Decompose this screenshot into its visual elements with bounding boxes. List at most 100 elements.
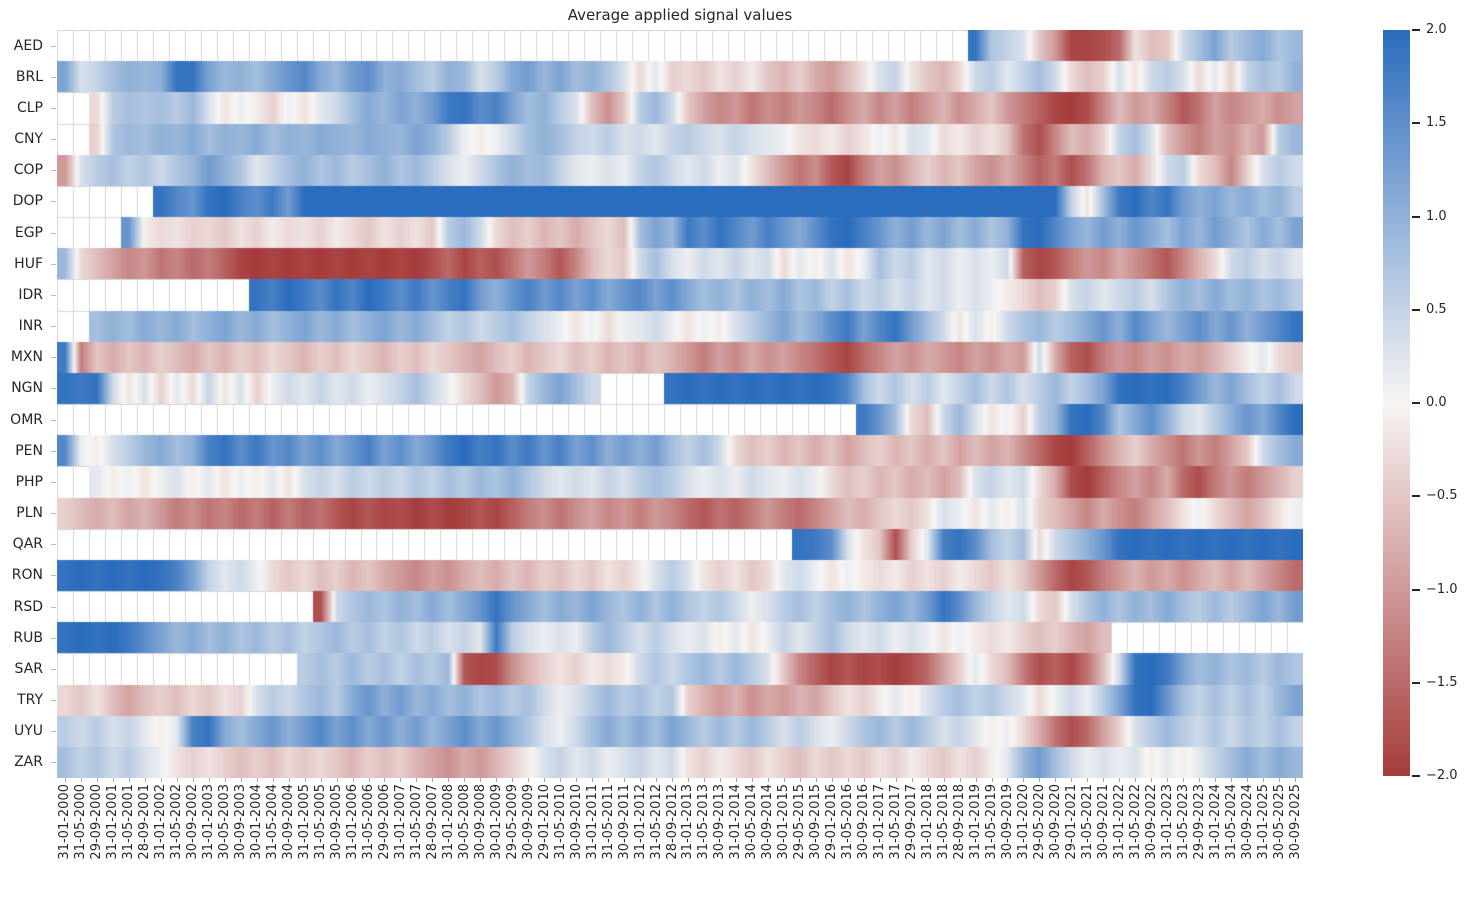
y-tick-mark [51, 232, 56, 234]
x-tick-label: 31-01-2022 [1111, 784, 1127, 860]
x-tick-mark [1263, 778, 1264, 782]
y-tick-label: PHP [15, 473, 43, 490]
x-tick-label: 30-05-2008 [456, 784, 472, 860]
y-tick-mark [51, 326, 56, 328]
y-tick-label: PEN [15, 442, 43, 459]
y-tick-mark [51, 357, 56, 359]
x-tick-label: 31-05-2011 [600, 784, 616, 860]
x-tick-mark [400, 778, 401, 782]
x-tick-label: 29-05-2009 [504, 784, 520, 860]
y-tick-label: IDR [18, 286, 43, 303]
y-tick-label: BRL [15, 68, 43, 85]
y-tick-mark [51, 45, 56, 47]
x-tick-mark [672, 778, 673, 782]
x-tick-label: 30-09-2021 [1095, 784, 1111, 860]
x-tick-mark [576, 778, 577, 782]
colorbar-tick-labels: 2.0 1.5 1.0 0.5 0.0 −0.5 −1.0 −1.5 −2.0 [1410, 22, 1470, 783]
x-tick-label: 30-09-2013 [712, 784, 728, 860]
x-tick-mark [177, 778, 178, 782]
colorbar-tick-mark [1412, 775, 1420, 777]
x-tick-mark [608, 778, 609, 782]
x-tick-mark [81, 778, 82, 782]
x-tick-label: 30-09-2005 [329, 784, 345, 860]
x-tick-mark [1087, 778, 1088, 782]
x-tick-mark [209, 778, 210, 782]
y-tick-mark [51, 544, 56, 546]
y-tick-mark [51, 419, 56, 421]
x-tick-label: 30-09-2011 [616, 784, 632, 860]
x-tick-mark [624, 778, 625, 782]
x-tick-label: 31-01-2019 [968, 784, 984, 860]
x-tick-mark [560, 778, 561, 782]
x-tick-mark [1167, 778, 1168, 782]
x-tick-mark [832, 778, 833, 782]
x-tick-mark [1151, 778, 1152, 782]
x-tick-label: 31-01-2007 [392, 784, 408, 860]
x-tick-mark [1215, 778, 1216, 782]
x-tick-mark [193, 778, 194, 782]
colorbar-tick-label: −1.5 [1426, 674, 1458, 690]
x-tick-label: 31-01-2025 [1255, 784, 1271, 860]
x-tick-label: 30-05-2003 [217, 784, 233, 860]
x-tick-mark [976, 778, 977, 782]
x-tick-mark [544, 778, 545, 782]
x-tick-label: 31-05-2002 [169, 784, 185, 860]
colorbar-tick-label: −0.5 [1426, 488, 1458, 504]
x-axis-labels: 31-01-2000 31-05-2000 29-09-2000 31-01-2001… [57, 784, 1303, 910]
x-tick-label: 31-05-2007 [408, 784, 424, 860]
x-tick-label: 29-09-2017 [904, 784, 920, 860]
y-tick-mark [51, 513, 56, 515]
x-tick-mark [129, 778, 130, 782]
y-tick-label: INR [18, 318, 43, 335]
x-tick-mark [97, 778, 98, 782]
y-tick-label: QAR [12, 536, 43, 553]
y-tick-label: RON [11, 567, 43, 584]
x-tick-label: 31-05-2000 [73, 784, 89, 860]
x-tick-mark [321, 778, 322, 782]
y-tick-mark [51, 637, 56, 639]
x-tick-mark [416, 778, 417, 782]
y-axis-labels: AED BRL CLP CNY COP DOP EGP HUF IDR INR MXN NGN OMR P… [0, 30, 50, 778]
y-tick-label: MXN [10, 349, 43, 366]
x-tick-label: 30-09-2004 [281, 784, 297, 860]
x-tick-mark [432, 778, 433, 782]
y-tick-label: HUF [14, 255, 43, 272]
x-tick-label: 31-01-2013 [680, 784, 696, 860]
x-tick-label: 29-05-2020 [1031, 784, 1047, 860]
x-tick-mark [257, 778, 258, 782]
x-tick-mark [848, 778, 849, 782]
y-tick-mark [51, 107, 56, 109]
x-tick-mark [1231, 778, 1232, 782]
y-tick-label: COP [13, 162, 43, 179]
x-tick-mark [768, 778, 769, 782]
x-tick-mark [1295, 778, 1296, 782]
colorbar-tick-mark [1412, 588, 1420, 591]
x-tick-label: 30-01-2009 [488, 784, 504, 860]
x-tick-label: 30-09-2022 [1143, 784, 1159, 860]
x-tick-label: 31-05-2010 [552, 784, 568, 860]
y-tick-label: OMR [10, 411, 43, 428]
x-tick-mark [1279, 778, 1280, 782]
x-tick-mark [161, 778, 162, 782]
x-tick-label: 31-05-2022 [1127, 784, 1143, 860]
x-tick-label: 31-01-2002 [153, 784, 169, 860]
colorbar-gradient [1383, 30, 1410, 776]
y-tick-label: EGP [14, 224, 43, 241]
x-tick-label: 30-09-2019 [999, 784, 1015, 860]
x-tick-mark [464, 778, 465, 782]
y-tick-mark [51, 700, 56, 702]
colorbar-tick-mark [1412, 495, 1420, 498]
x-tick-label: 31-01-2024 [1207, 784, 1223, 860]
x-tick-label: 29-01-2021 [1063, 784, 1079, 860]
x-tick-mark [65, 778, 66, 782]
colorbar-tick-label: −1.0 [1426, 581, 1458, 597]
y-tick-mark [51, 294, 56, 296]
x-tick-mark [528, 778, 529, 782]
x-tick-label: 28-09-2012 [664, 784, 680, 860]
y-tick-mark [51, 139, 56, 141]
colorbar-tick-mark [1412, 29, 1420, 31]
colorbar-tick-label: 2.0 [1426, 22, 1447, 37]
y-tick-label: AED [13, 37, 43, 54]
x-tick-label: 29-09-2000 [89, 784, 105, 860]
